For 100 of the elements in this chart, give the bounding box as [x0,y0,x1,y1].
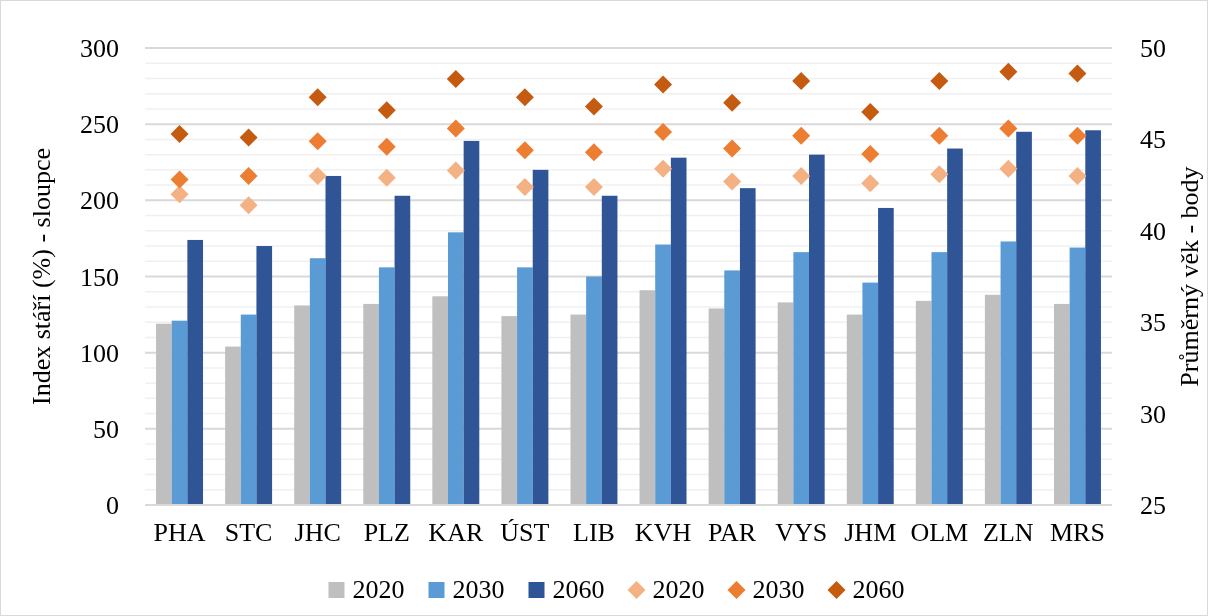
x-tick-label: PAR [708,518,757,547]
y2-tick-label: 25 [1140,491,1166,520]
point [239,196,258,215]
point [446,161,465,180]
x-tick-label: PLZ [363,518,410,547]
point [170,185,189,204]
bar [708,308,725,505]
point [584,143,603,162]
y-tick-label: 150 [80,262,119,292]
point [239,128,258,147]
point [377,137,396,156]
point [308,166,327,185]
y2-tick-label: 40 [1140,216,1166,246]
bar [1069,247,1086,505]
point [930,126,949,145]
point [999,62,1018,81]
bar [915,300,932,505]
bar [670,157,687,505]
point [1068,64,1087,83]
point [861,174,880,193]
point [930,165,949,184]
bar [809,154,825,505]
bar [793,252,810,505]
point [170,124,189,143]
bar [846,314,863,505]
bar [1085,130,1101,505]
bar [931,252,948,505]
bar [1000,241,1017,505]
point [515,141,534,160]
bar [1053,303,1070,505]
point [584,97,603,116]
bar [240,314,257,505]
y-tick-label: 50 [93,414,119,444]
bar [601,195,618,505]
point [792,166,811,185]
point [861,102,880,121]
bar [1016,131,1032,505]
bar [394,195,411,505]
legend-label: 2030 [752,575,805,604]
point [792,126,811,145]
point [1068,126,1087,145]
x-tick-label: PHA [153,518,206,547]
bar [947,148,963,505]
y2-tick-label: 45 [1140,125,1166,155]
point [308,132,327,151]
bar [639,290,656,505]
point [654,75,673,94]
bar [325,175,342,505]
y-tick-label: 0 [106,491,119,520]
bar [724,270,740,505]
legend-label: 2030 [452,575,505,604]
point [861,145,880,164]
x-tick-label: KVH [634,518,692,547]
y2-tick-label: 30 [1140,399,1166,429]
bar [156,323,172,505]
bar [309,258,326,505]
bar [984,294,1001,505]
point [654,123,673,142]
bar [187,239,204,505]
point [377,168,396,187]
point [446,70,465,89]
bar [501,316,518,505]
bar [777,302,794,505]
x-tick-label: LIB [573,518,615,547]
y-tick-label: 250 [80,110,119,140]
bar [256,246,273,505]
y2-axis-title: Průměrný věk - body [1175,166,1204,387]
x-tick-label: OLM [910,518,969,547]
point [723,172,742,191]
y2-tick-label: 50 [1140,34,1166,63]
point [239,166,258,185]
point [999,159,1018,178]
point [1068,166,1087,185]
bar [862,282,879,505]
bar [378,267,395,505]
x-tick-label: STC [224,518,273,547]
x-tick-label: MRS [1050,518,1105,547]
point [308,88,327,107]
legend-label: 2020 [652,575,705,604]
bar [739,188,756,505]
x-tick-label: ÚST [500,518,550,547]
point [723,93,742,112]
x-tick-label: ZLN [983,518,1034,547]
legend-label: 2020 [352,575,405,604]
y2-tick-label: 35 [1140,308,1166,338]
point [930,71,949,90]
bar [225,346,241,505]
bar [432,296,448,505]
point [792,71,811,90]
legend-label: 2060 [852,575,905,604]
bar [363,303,379,505]
point [999,119,1018,138]
x-tick-label: VYS [775,518,828,547]
point [170,170,189,189]
y-tick-label: 200 [80,186,119,216]
bar [294,305,310,505]
y-axis-title: Index stáří (%) - sloupce [27,147,56,406]
x-tick-label: JHM [844,518,897,547]
legend-label: 2060 [552,575,605,604]
point [584,177,603,196]
